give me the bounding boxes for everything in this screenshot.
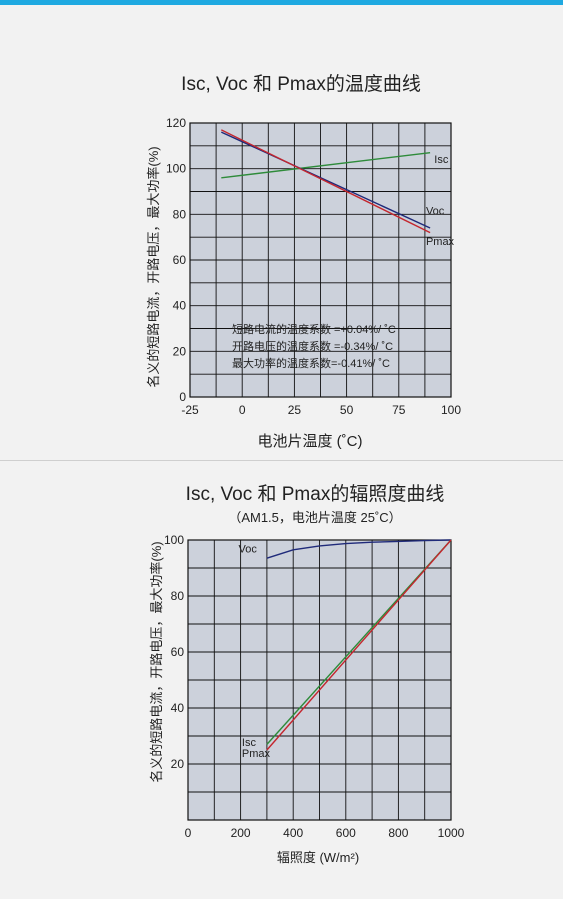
series-label-pmax: Pmax <box>242 748 271 760</box>
x-tick-label: 800 <box>388 826 408 840</box>
series-line-pmax <box>220 129 431 234</box>
y-axis-label: 名义的短路电流，开路电压，最大功率(%) <box>146 146 161 387</box>
y-tick-label: 20 <box>173 344 187 358</box>
y-tick-label: 120 <box>166 116 186 130</box>
series-label-isc: Isc <box>242 737 257 749</box>
series-label-isc: Isc <box>434 154 449 166</box>
x-axis-label: 电池片温度 (˚C) <box>258 433 363 450</box>
series-line-voc <box>221 131 431 229</box>
series-line-voc <box>266 539 452 559</box>
x-axis-label: 辐照度 (W/m²) <box>277 850 359 865</box>
x-tick-label: 0 <box>185 826 192 840</box>
x-tick-label: 25 <box>288 403 302 417</box>
x-tick-label: 0 <box>239 403 246 417</box>
y-tick-label: 100 <box>166 162 186 176</box>
x-tick-label: -25 <box>181 403 199 417</box>
x-tick-label: 75 <box>392 403 406 417</box>
x-tick-label: 600 <box>336 826 356 840</box>
top-accent-bar <box>0 0 563 5</box>
y-tick-label: 80 <box>171 589 185 603</box>
chart-title: Isc, Voc 和 Pmax的辐照度曲线 <box>186 483 445 505</box>
y-tick-label: 60 <box>173 253 187 267</box>
temperature-chart: Isc, Voc 和 Pmax的温度曲线 0 20 40 60 80 100 120 -25… <box>146 73 461 450</box>
x-tick-label: 400 <box>283 826 303 840</box>
x-tick-label: 50 <box>340 403 354 417</box>
chart-title: Isc, Voc 和 Pmax的温度曲线 <box>181 73 421 95</box>
annotation-voc-coefficient: 开路电压的温度系数 =-0.34%/ ˚C <box>232 339 393 353</box>
y-tick-label: 20 <box>171 757 185 771</box>
series-line-pmax <box>266 539 452 751</box>
temperature-chart-panel: Isc, Voc 和 Pmax的温度曲线 0 20 40 60 80 100 120 -25… <box>0 5 563 460</box>
chart-subtitle: （AM1.5，电池片温度 25˚C） <box>228 510 401 525</box>
x-tick-label: 200 <box>231 826 251 840</box>
y-tick-label: 40 <box>171 701 185 715</box>
irradiance-chart: Isc, Voc 和 Pmax的辐照度曲线 （AM1.5，电池片温度 25˚C）… <box>149 483 465 865</box>
annotation-pmax-coefficient: 最大功率的温度系数=-0.41%/ ˚C <box>232 356 390 370</box>
x-tick-label: 1000 <box>438 826 465 840</box>
y-tick-label: 60 <box>171 645 185 659</box>
x-tick-label: 100 <box>441 403 461 417</box>
panel-divider <box>0 460 563 461</box>
y-axis-label: 名义的短路电流，开路电压，最大功率(%) <box>149 541 164 782</box>
irradiance-chart-panel: Isc, Voc 和 Pmax的辐照度曲线 （AM1.5，电池片温度 25˚C）… <box>0 461 563 894</box>
y-tick-label: 80 <box>173 207 187 221</box>
annotation-isc-coefficient: 短路电流的温度系数 =+0.04%/ ˚C <box>232 322 396 336</box>
y-tick-label: 0 <box>179 390 186 404</box>
series-line-isc <box>221 152 431 179</box>
y-tick-label: 100 <box>164 533 184 547</box>
series-label-pmax: Pmax <box>426 236 455 248</box>
series-label-voc: Voc <box>238 544 257 556</box>
series-label-voc: Voc <box>426 205 445 217</box>
y-tick-label: 40 <box>173 299 187 313</box>
